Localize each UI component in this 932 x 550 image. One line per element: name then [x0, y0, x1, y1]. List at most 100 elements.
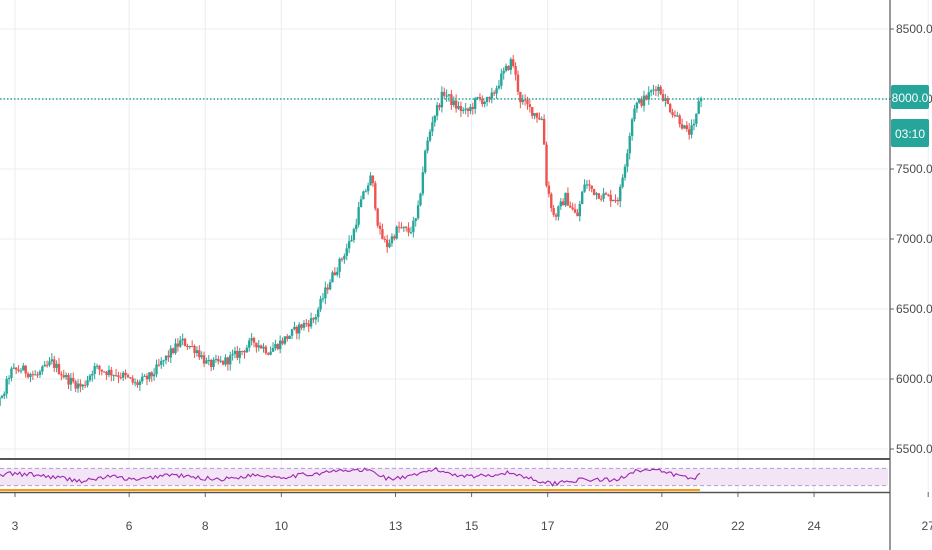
countdown-tag — [891, 119, 929, 147]
candle-body — [616, 199, 620, 202]
candle-body — [205, 360, 208, 364]
candle-body — [319, 298, 322, 310]
candle-body — [607, 194, 610, 196]
candle-body — [321, 298, 325, 300]
candle-body — [569, 205, 572, 208]
candle-body — [692, 123, 696, 126]
candle-body — [633, 108, 636, 120]
candle-body — [350, 239, 353, 242]
x-tick-label: 8 — [202, 519, 209, 533]
y-tick-label: 8500.0 — [896, 22, 932, 36]
x-tick-label: 13 — [389, 519, 403, 533]
x-tick-label: 10 — [275, 519, 289, 533]
candle-body — [267, 353, 270, 355]
candle-body — [405, 226, 408, 228]
candle-body — [5, 379, 8, 394]
candle-body — [343, 255, 346, 260]
candle-body — [340, 258, 344, 260]
candle-body — [74, 381, 77, 389]
candle-body — [181, 338, 184, 341]
candle-body — [55, 363, 58, 368]
candle-body — [171, 348, 175, 354]
candle-body — [293, 326, 296, 330]
candle-body — [357, 207, 360, 225]
candle-body — [72, 377, 75, 382]
candle-body — [252, 338, 256, 343]
candle-body — [81, 384, 84, 387]
candle-body — [471, 106, 474, 109]
candle-body — [428, 131, 432, 141]
candle-body — [264, 346, 268, 354]
candle-body — [540, 118, 543, 120]
candle-body — [523, 99, 527, 101]
candle-body — [583, 184, 586, 192]
candle-body — [654, 89, 658, 91]
candle-body — [347, 241, 351, 249]
candle-body — [300, 324, 303, 328]
candle-body — [673, 115, 677, 117]
candle-body — [645, 95, 648, 100]
candle-body — [416, 205, 420, 219]
candle-body — [126, 375, 130, 378]
candle-body — [609, 194, 612, 202]
candle-body — [174, 343, 177, 354]
candle-body — [666, 98, 669, 105]
candle-body — [564, 192, 567, 206]
candle-body — [435, 105, 439, 116]
x-tick-label: 22 — [731, 519, 745, 533]
candle-body — [188, 345, 191, 348]
candle-body — [93, 366, 96, 374]
candle-body — [231, 354, 234, 356]
candle-body — [538, 117, 541, 120]
candle-body — [580, 191, 584, 205]
x-axis-labels[interactable]: 3 6 8 10 13 15 17 20 22 24 27 — [12, 519, 932, 533]
candle-body — [190, 345, 194, 347]
candle-body — [26, 373, 30, 378]
candle-body — [224, 357, 227, 365]
candle-body — [286, 336, 289, 339]
candle-body — [302, 323, 306, 328]
candle-body — [400, 227, 403, 229]
candle-body — [554, 214, 558, 217]
candle-body — [105, 371, 108, 376]
candle-body — [464, 108, 467, 110]
candle-body — [652, 89, 655, 91]
candle-body — [7, 378, 11, 380]
candle-body — [141, 376, 144, 382]
candle-body — [383, 238, 386, 240]
candle-body — [114, 375, 118, 377]
candle-body — [595, 193, 598, 195]
candle-body — [381, 229, 384, 239]
candle-body — [229, 355, 232, 365]
candle-body — [119, 377, 123, 379]
candle-body — [550, 193, 553, 209]
candle-body — [148, 372, 151, 380]
countdown-label: 03:10 — [895, 127, 925, 141]
candle-body — [628, 135, 631, 154]
candle-body — [326, 287, 329, 290]
candle-body — [402, 226, 406, 228]
candle-body — [233, 350, 237, 355]
candle-body — [638, 99, 641, 103]
candle-body — [552, 208, 555, 215]
candle-body — [243, 351, 246, 353]
candle-body — [533, 113, 536, 116]
candle-body — [202, 355, 206, 364]
candle-body — [685, 125, 689, 130]
candle-body — [17, 369, 20, 371]
candle-body — [531, 107, 534, 116]
candle-body — [395, 226, 398, 239]
candle-body — [576, 212, 579, 217]
y-tick-label: 5500.0 — [896, 442, 932, 456]
candle-body — [117, 375, 120, 378]
candle-body — [317, 309, 320, 318]
candle-body — [36, 374, 39, 376]
candle-body — [509, 59, 513, 70]
candle-body — [79, 383, 82, 387]
candle-body — [102, 371, 106, 373]
candle-body — [152, 374, 156, 377]
candle-body — [385, 239, 389, 248]
candle-body — [95, 365, 99, 367]
candle-body — [240, 350, 244, 352]
